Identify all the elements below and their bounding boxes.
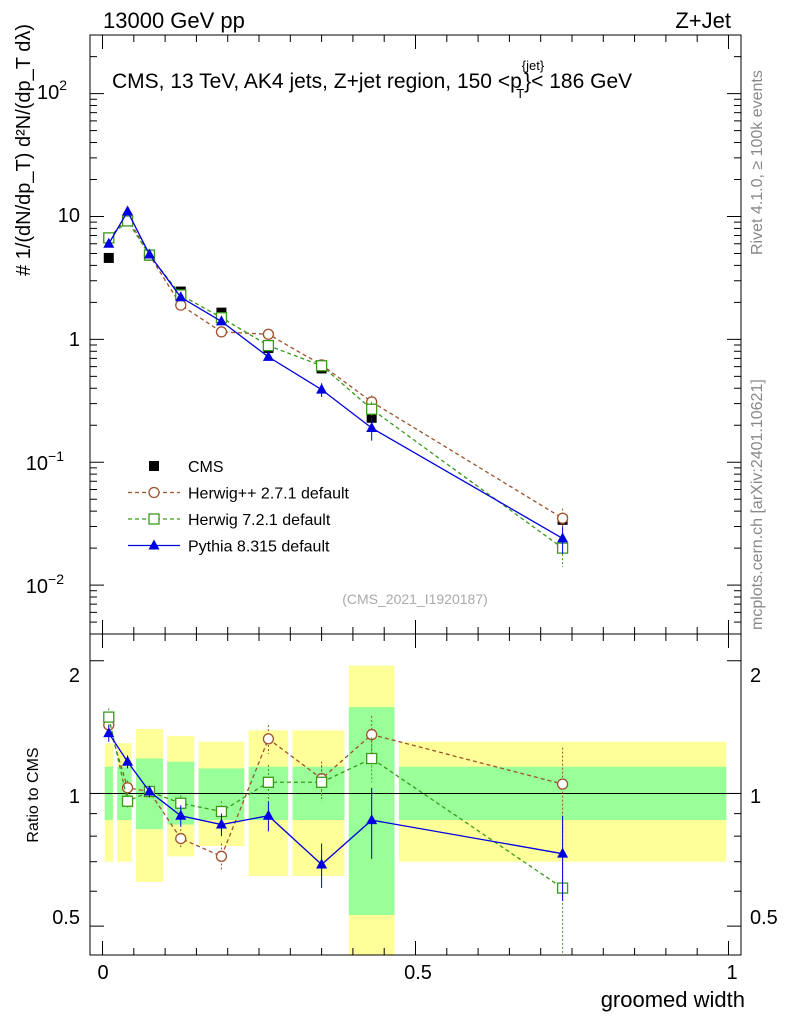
ratio-point xyxy=(556,778,569,790)
data-point xyxy=(175,291,187,302)
ratio-point xyxy=(262,776,275,788)
ratio-point xyxy=(215,850,228,862)
ratio-point xyxy=(315,776,328,788)
legend-marker xyxy=(148,513,160,525)
x-tick-label-0.5: 0.5 xyxy=(404,962,432,984)
ratio-point xyxy=(262,809,274,820)
data-point xyxy=(175,299,187,311)
series-line-1 xyxy=(108,216,563,519)
ratio-y-tick-label-1-right: 1 xyxy=(750,786,761,808)
ratio-point xyxy=(557,847,569,858)
legend-label: Herwig 7.2.1 default xyxy=(188,512,331,529)
x-axis-label: groomed width xyxy=(601,987,745,1012)
y-tick-label-10: 10 xyxy=(58,205,80,227)
ratio-point xyxy=(175,809,187,820)
ratio-y-tick-labels-left: 2 1 0.5 xyxy=(52,665,80,929)
ratio-point xyxy=(175,832,187,845)
ratio-point xyxy=(121,782,134,794)
ratio-point xyxy=(122,755,134,766)
ratio-point xyxy=(316,858,328,869)
main-y-axis-label: # 1/(dN/dp_T) d²N/(dp_T dλ) xyxy=(13,24,35,276)
ratio-series-2 xyxy=(103,724,569,902)
header-energy-label: 13000 GeV pp xyxy=(103,8,245,33)
data-point xyxy=(556,512,569,524)
ratio-y-tick-label-0.5: 0.5 xyxy=(52,907,80,929)
legend: CMS Herwig++ 2.7.1 default Herwig 7.2.1 de… xyxy=(128,459,350,556)
data-point xyxy=(103,252,114,263)
data-point xyxy=(315,360,328,372)
ratio-y-tick-label-0.5-right: 0.5 xyxy=(750,907,778,929)
ratio-axis-ticks xyxy=(90,634,741,955)
ratio-y-axis-label: Ratio to CMS xyxy=(25,747,42,842)
ratio-line-0 xyxy=(108,724,563,858)
mcplots-label: mcplots.cern.ch [arXiv:2401.10621] xyxy=(749,379,766,630)
ratio-point xyxy=(366,728,378,741)
ratio-y-tick-label-2: 2 xyxy=(69,665,80,687)
ratio-point xyxy=(103,727,115,738)
ratio-y-tick-labels-right: 2 1 0.5 xyxy=(750,665,778,929)
legend-label: CMS xyxy=(188,459,224,476)
series-2 xyxy=(103,215,569,568)
ratio-point xyxy=(366,752,378,765)
ratio-point xyxy=(143,785,155,796)
legend-label: Herwig++ 2.7.1 default xyxy=(188,486,350,503)
series-3 xyxy=(103,205,569,554)
legend-marker xyxy=(149,461,159,471)
ratio-point xyxy=(121,795,134,807)
data-point xyxy=(122,205,134,216)
rivet-version-label: Rivet 4.1.0, ≥ 100k events xyxy=(749,70,766,255)
main-y-tick-labels: 102 10 1 10−1 10−2 xyxy=(26,77,80,598)
uncertainty-bands xyxy=(104,665,727,955)
y-tick-label-100: 102 xyxy=(37,77,67,104)
main-plot-content xyxy=(103,205,569,568)
ratio-point xyxy=(103,711,115,723)
series-1 xyxy=(103,211,569,531)
data-point xyxy=(215,326,228,338)
header-process-label: Z+Jet xyxy=(675,8,731,33)
ratio-point xyxy=(262,733,275,745)
y-tick-label-1: 1 xyxy=(69,329,80,351)
ratio-point xyxy=(215,818,227,829)
ratio-plot-content xyxy=(90,665,741,955)
main-plot-title: CMS, 13 TeV, AK4 jets, Z+jet region, 150… xyxy=(112,58,632,101)
data-point xyxy=(366,403,378,415)
main-panel: 102 10 1 10−1 10−2 # 1/(dN/dp_T) d²N/(dp… xyxy=(13,24,742,635)
legend-marker xyxy=(148,539,160,550)
x-tick-label-1: 1 xyxy=(726,962,737,984)
ratio-y-tick-label-2-right: 2 xyxy=(750,665,761,687)
data-point xyxy=(103,237,115,248)
ratio-y-tick-label-1: 1 xyxy=(69,786,80,808)
legend-label: Pythia 8.315 default xyxy=(188,539,330,556)
analysis-watermark: (CMS_2021_I1920187) xyxy=(342,591,488,607)
data-point xyxy=(316,383,328,394)
x-tick-labels: 0 0.5 1 xyxy=(97,962,737,984)
data-point xyxy=(262,328,275,340)
data-point xyxy=(262,339,275,352)
data-point xyxy=(557,532,569,543)
data-point xyxy=(215,315,227,326)
y-tick-label-0.01: 10−2 xyxy=(26,571,64,598)
data-point xyxy=(143,248,155,259)
ratio-point xyxy=(366,814,378,825)
main-axis-ticks xyxy=(90,34,741,635)
ratio-panel: 2 1 0.5 2 1 0.5 0 0.5 1 Ratio to CMS gro… xyxy=(25,633,778,1012)
data-point xyxy=(262,350,274,361)
legend-marker xyxy=(148,486,160,499)
x-tick-label-0: 0 xyxy=(97,962,108,984)
y-tick-label-0.1: 10−1 xyxy=(26,448,64,475)
data-point xyxy=(366,421,378,432)
